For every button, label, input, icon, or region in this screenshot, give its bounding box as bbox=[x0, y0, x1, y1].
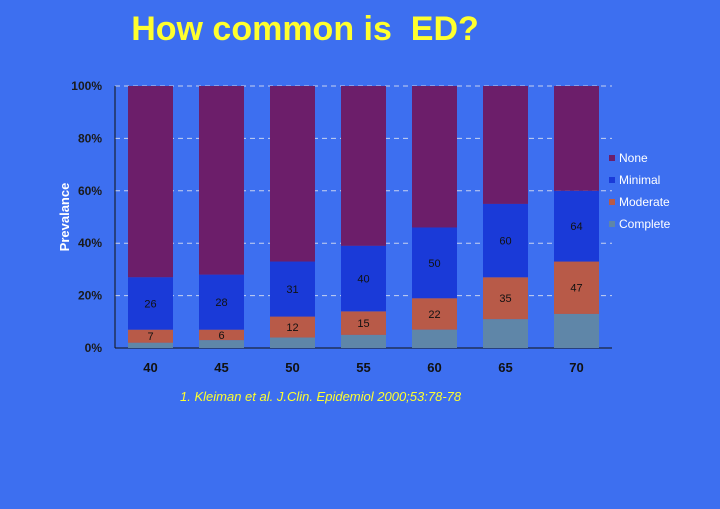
bar-complete bbox=[199, 340, 244, 348]
bar-moderate bbox=[554, 261, 599, 314]
bar-none bbox=[270, 86, 315, 262]
bar-minimal bbox=[554, 190, 599, 262]
y-tick-label: 0% bbox=[85, 341, 103, 355]
y-tick-label: 60% bbox=[78, 184, 102, 198]
bar-none bbox=[199, 86, 244, 275]
bar-none bbox=[128, 86, 173, 278]
bar-complete bbox=[412, 329, 457, 348]
x-tick-label: 50 bbox=[285, 360, 299, 375]
legend-label: Complete bbox=[619, 217, 671, 231]
bar-minimal bbox=[128, 277, 173, 330]
data-label: 7 bbox=[147, 331, 153, 343]
bar-moderate bbox=[341, 311, 386, 335]
legend-label: Minimal bbox=[619, 173, 660, 187]
slide-title: How common is ED? bbox=[131, 10, 479, 48]
x-tick-label: 65 bbox=[498, 360, 512, 375]
data-label: 50 bbox=[428, 258, 440, 270]
x-tick-label: 70 bbox=[569, 360, 583, 375]
legend-label: None bbox=[619, 151, 648, 165]
data-label: 28 bbox=[215, 297, 227, 309]
bar-moderate bbox=[412, 298, 457, 330]
data-label: 64 bbox=[570, 221, 582, 233]
bar-complete bbox=[554, 313, 599, 348]
legend-label: Moderate bbox=[619, 195, 670, 209]
legend-swatch bbox=[609, 199, 615, 205]
x-tick-label: 60 bbox=[427, 360, 441, 375]
legend-swatch bbox=[609, 221, 615, 227]
data-label: 47 bbox=[570, 283, 582, 295]
data-label: 15 bbox=[357, 318, 369, 330]
bar-moderate bbox=[128, 329, 173, 343]
bar-moderate bbox=[483, 277, 528, 320]
bar-minimal bbox=[270, 261, 315, 317]
bar-moderate bbox=[199, 329, 244, 341]
bar-minimal bbox=[412, 227, 457, 299]
y-axis-label: Prevalance bbox=[57, 183, 72, 252]
bar-complete bbox=[128, 342, 173, 348]
bar-moderate bbox=[270, 316, 315, 338]
legend-swatch bbox=[609, 177, 615, 183]
bar-complete bbox=[270, 337, 315, 348]
bar-minimal bbox=[199, 274, 244, 330]
x-tick-label: 40 bbox=[143, 360, 157, 375]
data-label: 40 bbox=[357, 274, 369, 286]
bar-complete bbox=[483, 319, 528, 348]
data-label: 22 bbox=[428, 309, 440, 321]
x-tick-label: 55 bbox=[356, 360, 370, 375]
bar-none bbox=[412, 86, 457, 228]
x-tick-label: 45 bbox=[214, 360, 228, 375]
y-tick-label: 100% bbox=[71, 79, 102, 93]
citation: 1. Kleiman et al. J.Clin. Epidemiol 2000… bbox=[180, 389, 462, 404]
bar-complete bbox=[341, 334, 386, 348]
data-label: 60 bbox=[499, 236, 511, 248]
data-label: 35 bbox=[499, 293, 511, 305]
data-label: 6 bbox=[218, 330, 224, 342]
legend-swatch bbox=[609, 155, 615, 161]
y-tick-label: 80% bbox=[78, 131, 102, 145]
bar-none bbox=[341, 86, 386, 246]
data-label: 26 bbox=[144, 298, 156, 310]
data-label: 12 bbox=[286, 322, 298, 334]
y-tick-label: 40% bbox=[78, 236, 102, 250]
data-label: 31 bbox=[286, 284, 298, 296]
bar-minimal bbox=[341, 245, 386, 312]
bar-minimal bbox=[483, 203, 528, 278]
y-tick-label: 20% bbox=[78, 289, 102, 303]
bar-none bbox=[483, 86, 528, 204]
bar-none bbox=[554, 86, 599, 191]
